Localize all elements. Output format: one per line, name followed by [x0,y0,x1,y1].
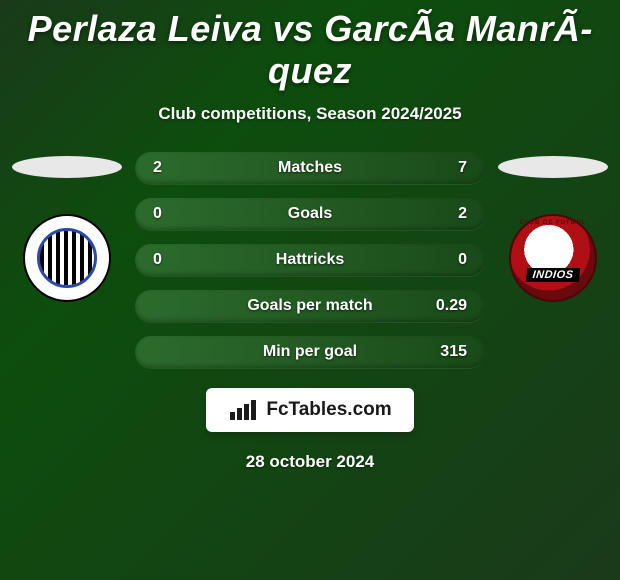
stat-label: Matches [278,159,342,177]
player-left-column: QUERETARO [7,152,127,302]
footer: FcTables.com 28 october 2024 [0,388,620,472]
stat-right-value: 315 [427,343,467,361]
update-date: 28 october 2024 [0,452,620,472]
stat-label: Hattricks [276,251,344,269]
stat-row-min-per-goal: Min per goal 315 [135,336,485,368]
stats-list: 2 Matches 7 0 Goals 2 0 Hattricks 0 Goal… [135,152,485,368]
player-right-column: CLUB DE FUTBOL INDIOS [493,152,613,302]
brand-text: FcTables.com [266,399,391,421]
player-right-club-badge: CLUB DE FUTBOL INDIOS [509,214,597,302]
stat-label: Goals [288,205,332,223]
stat-right-value: 0 [427,251,467,269]
season-subtitle: Club competitions, Season 2024/2025 [0,104,620,124]
stat-right-value: 7 [427,159,467,177]
badge-right-label: INDIOS [526,268,580,282]
stat-label: Goals per match [247,297,372,315]
badge-right-arc-label: CLUB DE FUTBOL [520,220,587,226]
player-left-club-badge: QUERETARO [23,214,111,302]
bar-chart-icon [228,398,258,422]
stat-row-matches: 2 Matches 7 [135,152,485,184]
badge-left-shield-icon [37,228,97,288]
header: Perlaza Leiva vs GarcÃ­a ManrÃ­quez Club… [0,0,620,124]
brand-logo: FcTables.com [206,388,413,432]
stat-row-goals-per-match: Goals per match 0.29 [135,290,485,322]
stat-left-value: 0 [153,251,193,269]
stat-row-hattricks: 0 Hattricks 0 [135,244,485,276]
player-left-flag [12,156,122,178]
stat-row-goals: 0 Goals 2 [135,198,485,230]
stat-left-value: 0 [153,205,193,223]
stat-right-value: 0.29 [427,297,467,315]
stat-label: Min per goal [263,343,357,361]
stat-left-value: 2 [153,159,193,177]
comparison-main: QUERETARO 2 Matches 7 0 Goals 2 0 Hattri… [0,152,620,368]
player-right-flag [498,156,608,178]
page-title: Perlaza Leiva vs GarcÃ­a ManrÃ­quez [0,8,620,92]
stat-right-value: 2 [427,205,467,223]
